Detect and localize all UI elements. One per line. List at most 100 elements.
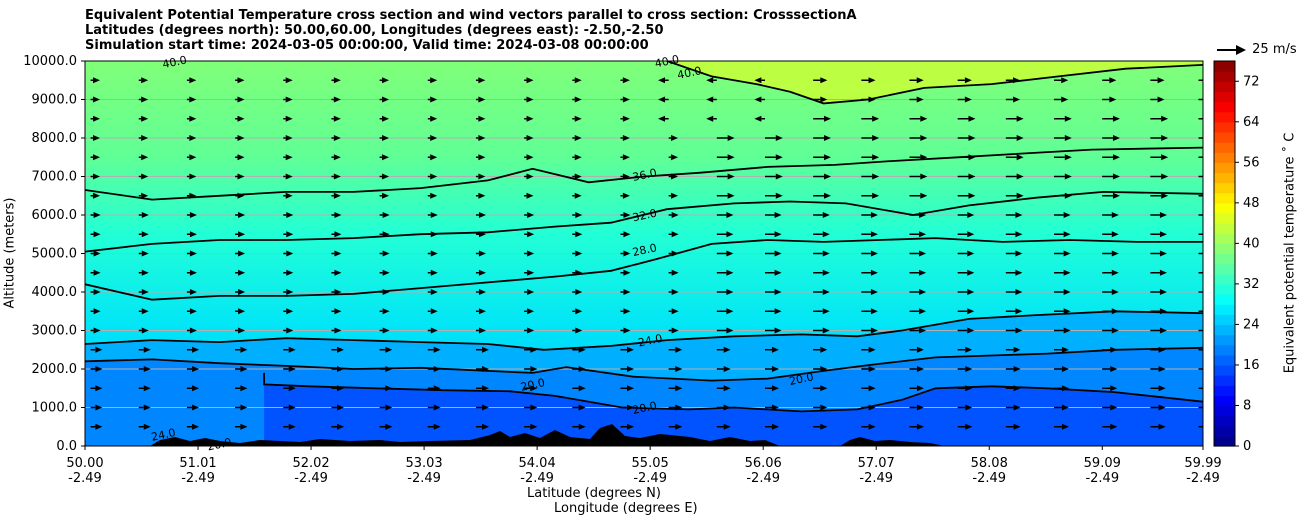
wind-vector [235,135,245,141]
wind-vector [331,346,345,353]
wind-vector [861,192,880,199]
colorbar-segment [1214,354,1235,366]
colorbar-tick-label: 16 [1243,358,1260,373]
wind-vector [813,192,831,199]
colorbar-segment [1214,425,1235,437]
plot-area [85,61,1203,446]
wind-vector [764,173,783,180]
wind-vector [861,135,880,141]
wind-vector [1005,173,1024,180]
wind-vector [1102,250,1119,257]
wind-vector [909,385,924,392]
colorbar-segment [1214,111,1235,123]
wind-vector [1102,289,1119,295]
wind-vector [957,308,975,315]
wind-vector [764,135,783,141]
colorbar-segment [1214,192,1235,204]
wind-vector [668,231,679,238]
x-tick-label-lat: 53.03 [405,456,442,471]
wind-vector [186,115,197,122]
wind-vector [861,423,876,430]
wind-vector [1150,77,1165,84]
wind-vector [1054,346,1069,353]
colorbar-segment [1214,91,1235,103]
wind-vector [235,154,245,161]
wind-vector [861,154,880,161]
wind-vector [475,269,486,276]
wind-vector [909,404,924,411]
wind-vector [524,250,535,257]
wind-vector [331,135,341,141]
wind-vector [379,77,390,84]
x-tick-label-lon: -2.49 [68,471,102,486]
colorbar-segment [1214,294,1235,305]
x-tick-label-lat: 59.09 [1084,456,1121,471]
y-tick-label: 2000.0 [32,362,78,377]
wind-vector [1198,137,1203,139]
colorbar-tick-label: 64 [1243,115,1260,130]
wind-vector [1102,115,1120,122]
wind-vector [379,423,393,430]
wind-vector [861,327,878,334]
colorbar-segment [1214,435,1235,447]
wind-vector [524,404,538,411]
wind-vector [427,250,438,257]
wind-vector [764,212,782,218]
wind-vector [524,135,534,141]
x-tick-label-lat: 58.08 [971,456,1008,471]
wind-vector [572,423,586,430]
wind-vector [1150,404,1166,411]
wind-vector [957,77,972,84]
wind-vector [1198,291,1203,293]
y-tick-label: 3000.0 [32,324,78,339]
wind-vector [813,154,831,161]
wind-vector [620,231,631,238]
wind-vector [283,346,296,353]
colorbar-segment [1214,395,1235,407]
colorbar-segment [1214,314,1235,326]
wind-vector [138,385,151,392]
contour-label: 20.0 [788,370,815,388]
wind-vector [331,154,341,161]
wind-vector [1005,192,1024,199]
wind-vector [957,269,975,276]
colorbar-frame [1213,60,1236,447]
wind-vector [1150,289,1167,295]
wind-vector [1102,423,1118,430]
colorbar-segment [1214,121,1235,133]
wind-vector [331,404,345,411]
wind-vector [909,115,928,122]
wind-vector [1102,154,1120,161]
x-tick-label-lon: -2.49 [746,471,780,486]
wind-vector [379,115,390,122]
contour-label: 20.0 [631,399,658,417]
wind-vector [524,289,535,295]
wind-vector [1005,346,1021,353]
contour-label: 28.0 [631,241,658,259]
wind-vector [572,327,583,334]
wind-vector [283,366,296,372]
wind-vector [668,289,679,295]
wind-vector [813,346,828,353]
x-tick-label-lon: -2.49 [520,471,554,486]
wind-vector [1005,289,1023,295]
x-tick-label-lat: 55.05 [632,456,669,471]
colorbar-tick-label: 48 [1243,196,1260,211]
wind-vector [1054,115,1072,122]
wind-vector [668,269,679,276]
wind-vector [427,173,438,180]
wind-vector [668,327,679,334]
wind-vector [138,135,149,141]
wind-vector [186,366,200,372]
wind-vector [1198,233,1203,235]
wind-vector [475,154,486,161]
wind-vector [427,289,438,295]
wind-vector [620,366,634,372]
wind-vector [235,423,248,430]
terrain [150,424,945,446]
wind-vector [331,423,345,430]
wind-vector [620,308,631,315]
wind-vector [716,289,734,295]
wind-vector [186,77,197,84]
wind-vector [283,96,293,103]
